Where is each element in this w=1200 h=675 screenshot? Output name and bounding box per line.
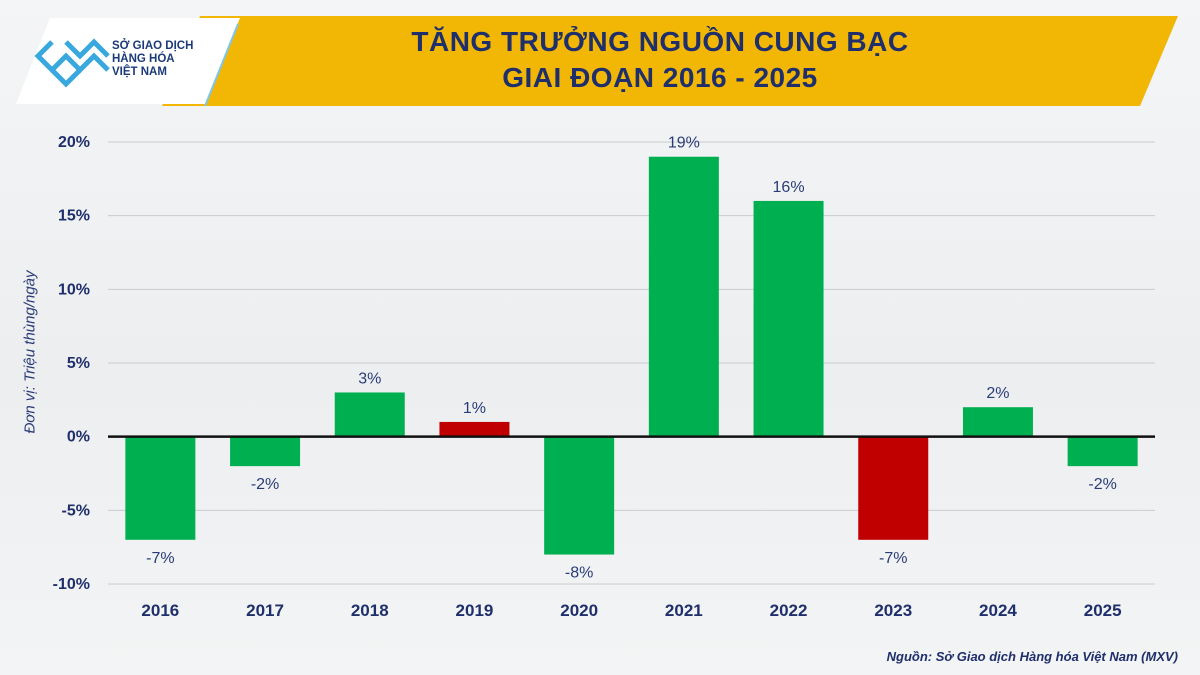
x-tick-label: 2020 xyxy=(560,601,598,620)
y-tick-label: 5% xyxy=(67,355,90,372)
logo-line-2: HÀNG HÓA xyxy=(112,53,175,65)
x-tick-label: 2021 xyxy=(665,601,703,620)
data-label: -8% xyxy=(565,565,593,582)
bar-layer xyxy=(125,156,1138,555)
x-tick-label: 2024 xyxy=(979,601,1017,620)
logo-divider-line xyxy=(204,23,239,107)
bar-2025 xyxy=(1067,436,1138,467)
y-tick-label: 15% xyxy=(58,208,90,225)
logo-line-3: VIỆT NAM xyxy=(112,66,167,78)
y-tick-label: 20% xyxy=(58,134,90,151)
bar-2019 xyxy=(439,421,510,437)
y-tick-label: -10% xyxy=(53,576,90,593)
label-layer: -10% -5% 0% 5% 10% 15% 20% -7% 2016 -2% 2017 3% 2018… xyxy=(53,134,1155,620)
x-tick-label: 2025 xyxy=(1084,601,1122,620)
data-label: 3% xyxy=(358,370,381,387)
bar-2021 xyxy=(648,156,719,437)
chart-title-line-1: TĂNG TRƯỞNG NGUỒN CUNG BẠC xyxy=(411,26,909,57)
header-yellow-band xyxy=(162,16,1178,106)
bar-2022 xyxy=(753,200,824,437)
chart-title: TĂNG TRƯỞNG NGUỒN CUNG BẠC GIAI ĐOẠN 201… xyxy=(300,24,1020,96)
x-tick-label: 2019 xyxy=(456,601,494,620)
bar-2018 xyxy=(334,392,405,437)
x-tick-label: 2016 xyxy=(141,601,179,620)
grid-layer xyxy=(108,141,1155,585)
logo-white-panel xyxy=(16,18,240,104)
data-label: 1% xyxy=(463,400,486,417)
logo-line-1: SỞ GIAO DỊCH xyxy=(112,40,194,52)
bar-2016 xyxy=(125,436,196,540)
bar-2020 xyxy=(544,436,615,555)
bar-2017 xyxy=(230,436,301,467)
mxv-logo-icon xyxy=(34,38,110,88)
x-tick-label: 2018 xyxy=(351,601,389,620)
data-label: -7% xyxy=(879,550,907,567)
data-label: 19% xyxy=(668,135,700,152)
logo-text: SỞ GIAO DỊCH HÀNG HÓA VIỆT NAM xyxy=(112,40,232,79)
data-label: 16% xyxy=(773,179,805,196)
y-tick-label: 0% xyxy=(67,429,90,446)
header-banner xyxy=(16,16,1178,107)
x-tick-label: 2017 xyxy=(246,601,284,620)
source-note: Nguồn: Sở Giao dịch Hàng hóa Việt Nam (M… xyxy=(886,649,1178,664)
x-tick-label: 2022 xyxy=(770,601,808,620)
data-label: 2% xyxy=(986,385,1009,402)
bar-2024 xyxy=(962,407,1033,437)
data-label: -2% xyxy=(251,476,279,493)
bar-2023 xyxy=(858,436,929,540)
data-label: -2% xyxy=(1088,476,1116,493)
x-tick-label: 2023 xyxy=(874,601,912,620)
y-tick-label: -5% xyxy=(62,502,90,519)
data-label: -7% xyxy=(146,550,174,567)
chart-title-line-2: GIAI ĐOẠN 2016 - 2025 xyxy=(502,62,818,93)
y-tick-label: 10% xyxy=(58,281,90,298)
